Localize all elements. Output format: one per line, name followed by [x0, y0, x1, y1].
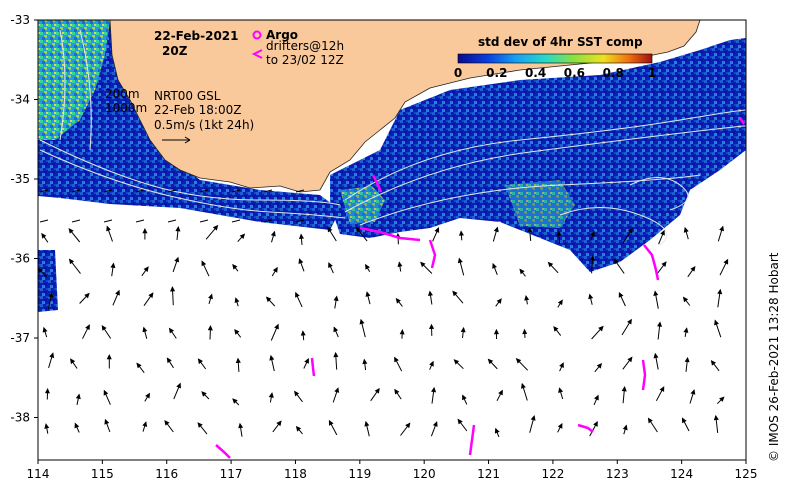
- map-date-title: 22-Feb-2021: [154, 29, 239, 43]
- drifters-legend-label-1: drifters@12h: [266, 39, 344, 53]
- lon-tick-label: 116: [155, 467, 178, 481]
- colorbar-tick-label: 0.8: [603, 66, 624, 80]
- colorbar-tick-label: 1: [648, 66, 656, 80]
- lon-tick-label: 115: [91, 467, 114, 481]
- colorbar-tick-label: 0.6: [564, 66, 585, 80]
- isobath-label-1000m: 1000m: [105, 101, 147, 115]
- drifters-legend-label-2: to 23/02 12Z: [266, 53, 344, 67]
- lon-tick-label: 122: [541, 467, 564, 481]
- lon-tick-label: 125: [735, 467, 758, 481]
- lon-tick-label: 123: [606, 467, 629, 481]
- sst-coverage-small: [38, 250, 58, 312]
- lat-tick-label: -38: [10, 411, 30, 425]
- lat-tick-label: -37: [10, 331, 30, 345]
- lon-tick-label: 124: [670, 467, 693, 481]
- lon-tick-label: 118: [284, 467, 307, 481]
- colorbar-tick-label: 0: [454, 66, 462, 80]
- map-time-title: 20Z: [162, 44, 188, 58]
- lon-tick-label: 114: [27, 467, 50, 481]
- credit-text: © IMOS 26-Feb-2021 13:28 Hobart: [767, 252, 781, 462]
- lat-tick-label: -35: [10, 172, 30, 186]
- isobath-label-200m: 200m: [105, 87, 140, 101]
- colorbar-tick-label: 0.2: [486, 66, 507, 80]
- lon-tick-label: 117: [220, 467, 243, 481]
- colorbar: [458, 54, 652, 63]
- lon-tick-label: 119: [348, 467, 371, 481]
- lon-tick-label: 121: [477, 467, 500, 481]
- current-time-label: 22-Feb 18:00Z: [154, 103, 241, 117]
- colorbar-title: std dev of 4hr SST comp: [478, 35, 643, 49]
- lat-axis: -33 -34 -35 -36 -37 -38: [10, 13, 38, 425]
- lat-tick-label: -36: [10, 252, 30, 266]
- current-product-label: NRT00 GSL: [154, 89, 221, 103]
- lat-tick-label: -33: [10, 13, 30, 27]
- lat-tick-label: -34: [10, 93, 30, 107]
- colorbar-tick-label: 0.4: [525, 66, 546, 80]
- scale-text: 0.5m/s (1kt 24h): [154, 118, 254, 132]
- lon-axis: 114 115 116 117 118 119 120 121 122 123 124 125: [27, 460, 758, 481]
- lon-tick-label: 120: [413, 467, 436, 481]
